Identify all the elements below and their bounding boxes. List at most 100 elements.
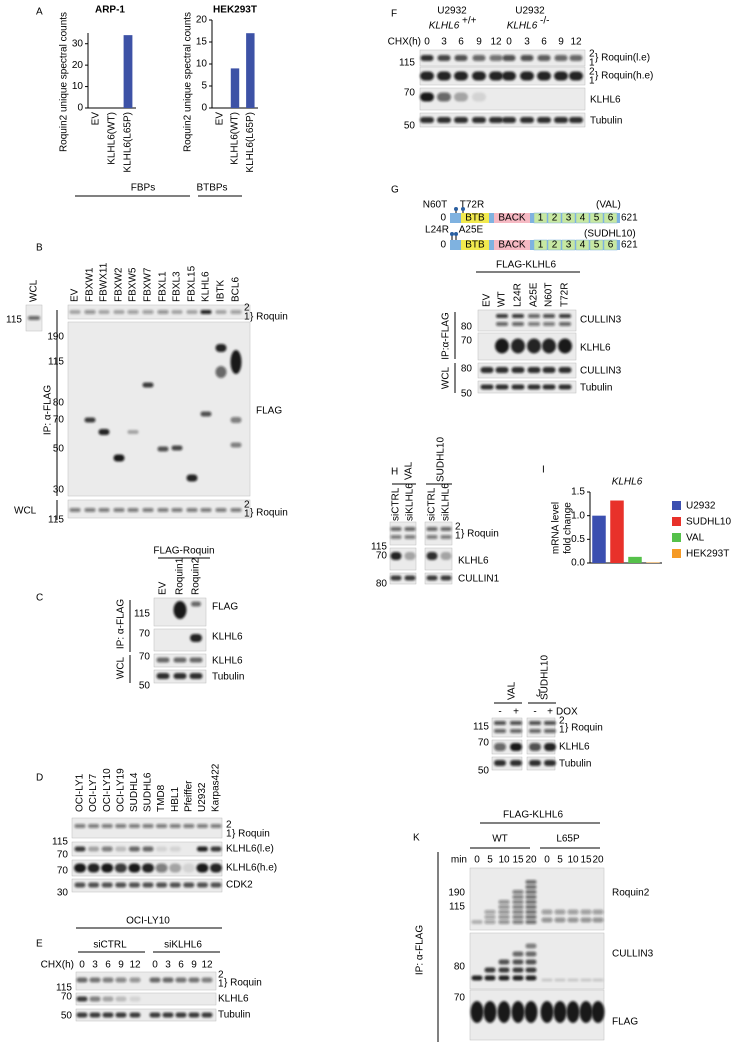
blot [75,971,217,991]
band [191,601,201,607]
band [169,863,182,873]
lane-label: EV [482,293,493,307]
lane-label: T72R [560,283,571,307]
band [498,910,510,914]
legend-label: U2932 [686,501,716,512]
label: (VAL) [596,200,621,211]
label: FBPs [131,183,155,194]
band [201,977,213,983]
band [113,454,125,462]
lane-label: FBXL3 [172,271,183,302]
band [511,384,525,390]
band [592,978,604,982]
band [115,996,127,1002]
band [115,824,127,828]
band [171,508,183,512]
lane-label: Pfeiffer [183,780,194,812]
band [186,474,198,482]
band [88,824,100,828]
x-tick-label: KLHL6(L65P) [123,112,134,173]
label: OCI-LY10 [126,916,170,927]
band [512,915,524,919]
mw-marker: 70 [478,738,490,749]
label: 2 [226,820,232,831]
band [437,92,451,102]
time-label: 6 [541,37,547,48]
domain [603,239,618,251]
band [498,967,510,973]
band [142,824,154,828]
lane-label: FBXW1 [85,267,96,302]
band [89,977,101,983]
panel-letter: J [536,689,541,700]
band [426,527,438,531]
time-label: 9 [118,960,124,971]
label: } Roquin(l.e) [595,53,650,64]
band [162,1012,174,1018]
band [512,920,524,924]
band [554,917,566,923]
band [527,338,541,354]
domain [589,239,604,251]
label: 1 [538,240,544,251]
band [74,846,86,852]
lane-label: FBXL15 [187,265,198,302]
band [553,1001,567,1023]
chart-title: HEK293T [213,5,257,16]
band [156,657,170,663]
lane-label: EV [158,581,169,595]
mw-marker: 50 [478,766,490,777]
band [210,863,222,873]
band [156,882,168,888]
band [580,917,592,923]
band [157,446,169,452]
band [554,55,568,61]
y-tick-label: 0.5 [571,534,585,545]
band [437,117,451,123]
y-tick-label: 0 [77,103,83,114]
band [89,1012,101,1018]
band [537,55,551,61]
time-label: 6 [105,960,111,971]
band [142,846,154,852]
mw-marker: 70 [61,992,73,1003]
lane-label: - [533,707,536,718]
label: 2 [455,522,461,533]
band [210,882,222,888]
band [175,977,187,983]
time-label: 12 [490,37,502,48]
label: 1 [455,531,461,542]
band [186,508,198,512]
band [189,673,203,679]
time-label: 10 [567,855,579,866]
mw-marker: 70 [454,993,466,1004]
lane-label: FBXW5 [128,267,139,302]
label: } Roquin [250,508,288,519]
band [101,863,114,873]
label: WT [492,834,508,845]
band [98,310,110,314]
band [162,977,174,983]
mw-marker: 50 [53,444,65,455]
label: FLAG-Roquin [153,546,214,557]
label: CHX(h) [41,960,74,971]
band [569,117,583,123]
band [512,900,524,904]
time-label: 0 [474,855,480,866]
band [186,310,198,314]
band [512,905,524,909]
band [182,863,195,873]
band [171,310,183,314]
label: } Roquin [232,829,270,840]
time-label: 20 [525,855,537,866]
lane-label: Karpas422 [211,763,222,812]
band [437,55,451,61]
band [188,1012,200,1018]
band [127,310,139,314]
band [512,975,524,981]
lane-label: siKLHL6 [441,483,452,521]
band [512,910,524,914]
band [142,382,154,388]
band [529,729,541,733]
blot [477,362,577,379]
